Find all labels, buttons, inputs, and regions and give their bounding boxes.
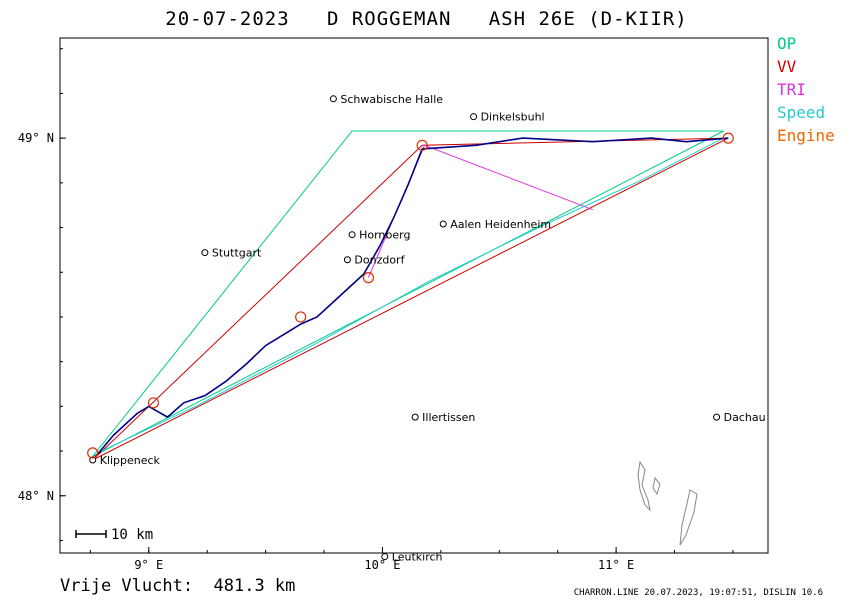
legend-op: OP	[777, 34, 797, 53]
legend-tri: TRI	[777, 80, 806, 99]
town-label-5: Donzdorf	[354, 254, 405, 267]
axis-ticks: 9° E 10° E 11° E 48° N 49° N	[18, 48, 734, 572]
town-label-7: Dachau	[724, 411, 766, 424]
turnpoint-5	[722, 132, 734, 144]
y-tick-label-1: 49° N	[18, 131, 54, 145]
turnpoint-2	[295, 311, 307, 323]
plot-frame	[59, 37, 769, 554]
town-marker-2	[201, 249, 209, 257]
town-label-4: Aalen Heidenheim	[450, 218, 551, 231]
town-label-2: Stuttgart	[212, 247, 262, 260]
town-marker-7	[713, 413, 721, 421]
series-speed	[97, 137, 724, 454]
turnpoint-4	[416, 139, 428, 151]
town-marker-9	[381, 553, 389, 561]
flight-lines	[92, 130, 729, 461]
scale-bar: 10 km	[75, 527, 153, 543]
series-op	[92, 130, 724, 457]
town-label-8: Klippeneck	[100, 454, 161, 467]
lake-ammersee	[637, 460, 651, 512]
turnpoint-3	[362, 272, 375, 284]
town-marker-5	[343, 256, 351, 264]
lakes	[637, 460, 698, 546]
y-tick-label-0: 48° N	[18, 489, 54, 503]
turnpoint-0	[87, 447, 99, 459]
town-marker-3	[348, 231, 356, 239]
town-label-9: Leutkirch	[392, 551, 443, 564]
lake-starnberg	[679, 489, 698, 546]
town-label-1: Dinkelsbuhl	[481, 111, 545, 124]
series-vv	[92, 137, 729, 461]
town-marker-1	[470, 113, 478, 121]
town-marker-0	[329, 95, 337, 103]
legend-speed: Speed	[777, 103, 826, 122]
free-flight-distance: Vrije Vlucht: 481.3 km	[60, 576, 296, 596]
series-tri	[367, 144, 593, 278]
lake-small	[652, 476, 661, 496]
towns: Schwabische Halle Dinkelsbuhl Stuttgart Hor…	[89, 93, 766, 564]
scale-bar-label: 10 km	[111, 527, 153, 543]
credit-line: CHARRON.LINE 20.07.2023, 19:07:51, DISLI…	[573, 588, 823, 598]
turnpoint-1	[147, 397, 160, 409]
x-tick-label-1: 10° E	[364, 558, 400, 572]
town-marker-4	[439, 220, 447, 228]
legend-engine: Engine	[777, 126, 835, 145]
turnpoints	[87, 132, 734, 459]
town-label-3: Hornberg	[359, 229, 410, 242]
town-label-6: Illertissen	[422, 411, 475, 424]
x-tick-label-2: 11° E	[598, 558, 634, 572]
town-marker-6	[411, 413, 419, 421]
x-tick-label-0: 9° E	[134, 558, 163, 572]
town-label-0: Schwabische Halle	[340, 93, 443, 106]
town-marker-8	[89, 456, 97, 464]
chart-title: 20-07-2023 D ROGGEMAN ASH 26E (D-KIIR)	[165, 8, 688, 30]
legend-vv: VV	[777, 57, 797, 76]
series-track	[92, 137, 729, 461]
